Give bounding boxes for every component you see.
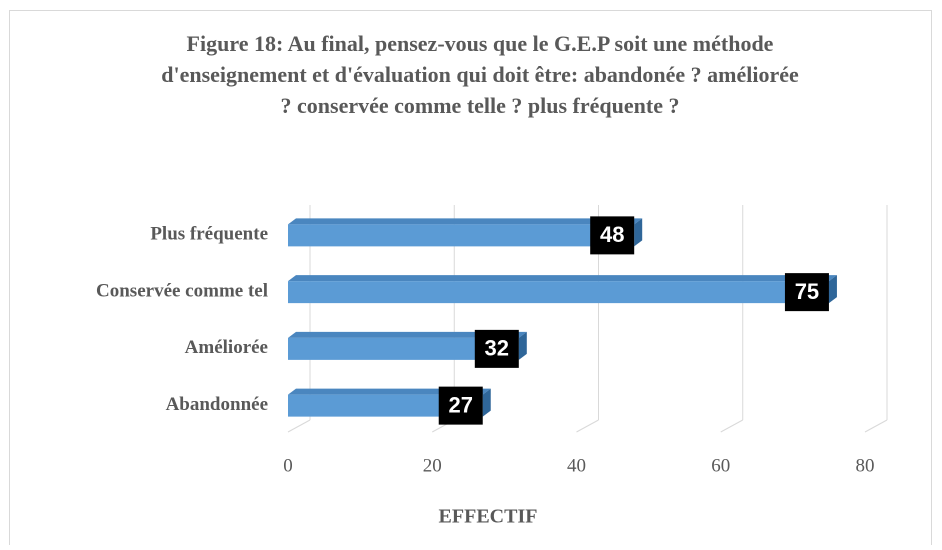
x-axis-title: EFFECTIF (439, 506, 538, 528)
floor-line (576, 419, 599, 433)
bar-side (828, 275, 837, 304)
bar (288, 394, 483, 417)
data-label: 27 (448, 392, 472, 417)
bar-side (482, 388, 491, 417)
y-tick-label: Abandonnée (166, 394, 268, 415)
bar (288, 224, 635, 247)
title-box: Figure 18: Au final, pensez-vous que le … (161, 31, 799, 118)
data-label-box (590, 216, 635, 255)
y-tick-label: Améliorée (185, 337, 268, 358)
bar (288, 281, 829, 304)
bar-top (288, 275, 837, 282)
floor-line (864, 419, 888, 433)
floor-line (287, 419, 311, 433)
data-label: 48 (600, 222, 624, 247)
x-tick-label: 80 (856, 455, 875, 476)
x-tick-label: 40 (567, 455, 586, 476)
data-label-box (784, 273, 829, 312)
floor-line (720, 419, 743, 433)
y-tick-label: Plus fréquente (150, 224, 268, 245)
x-tick-label: 0 (283, 455, 293, 476)
data-label: 75 (795, 279, 819, 304)
x-tick-label: 20 (423, 455, 442, 476)
bar-top (288, 218, 643, 225)
data-label-box (474, 329, 519, 368)
x-tick-label: 60 (711, 455, 730, 476)
chart-title: Figure 18: Au final, pensez-vous que le … (161, 31, 799, 118)
data-label: 32 (485, 336, 509, 361)
y-tick-label: Conservée comme tel (96, 280, 268, 301)
bar-top (288, 331, 527, 338)
bar (288, 337, 519, 360)
data-label-box (438, 386, 483, 425)
bar-side (518, 331, 527, 360)
bar-side (634, 218, 643, 247)
